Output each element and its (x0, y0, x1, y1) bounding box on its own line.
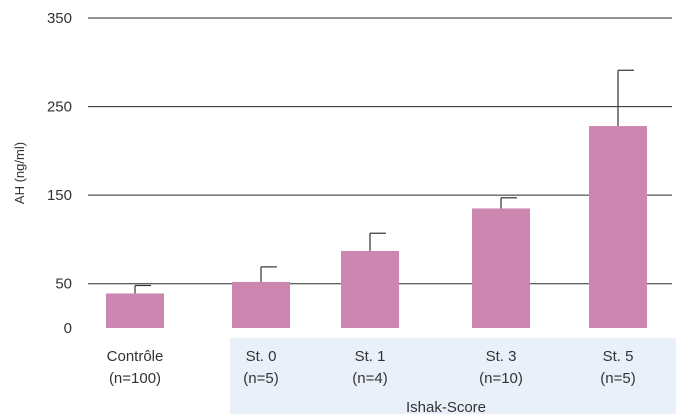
bars (106, 126, 647, 328)
y-tick-label: 350 (47, 10, 72, 27)
category-label: St. 1 (355, 348, 386, 365)
y-tick-label: 0 (64, 320, 72, 337)
category-sublabel: (n=5) (243, 370, 278, 387)
category-sublabel: (n=4) (352, 370, 387, 387)
bar (232, 281, 290, 328)
error-bars (134, 69, 634, 294)
category-label: St. 3 (486, 348, 517, 365)
category-label: St. 0 (246, 348, 277, 365)
y-tick-labels: 0 50 150 250 350 (47, 10, 72, 337)
category-sublabel: (n=10) (479, 370, 523, 387)
group-band (230, 338, 676, 414)
category-labels: Contrôle (n=100) St. 0 (n=5) St. 1 (n=4) St. 3… (107, 348, 636, 387)
y-tick-label: 150 (47, 187, 72, 204)
bar (472, 208, 530, 328)
group-label: Ishak-Score (406, 399, 486, 414)
category-sublabel: (n=5) (600, 370, 635, 387)
category-sublabel: (n=100) (109, 370, 161, 387)
category-label: Contrôle (107, 348, 164, 365)
gridlines (88, 17, 672, 285)
y-tick-label: 50 (55, 276, 72, 293)
category-label: St. 5 (603, 348, 634, 365)
y-axis-label: AH (ng/ml) (12, 142, 27, 204)
bar (106, 293, 164, 328)
bar (589, 126, 647, 328)
bar (341, 250, 399, 328)
y-tick-label: 250 (47, 99, 72, 116)
